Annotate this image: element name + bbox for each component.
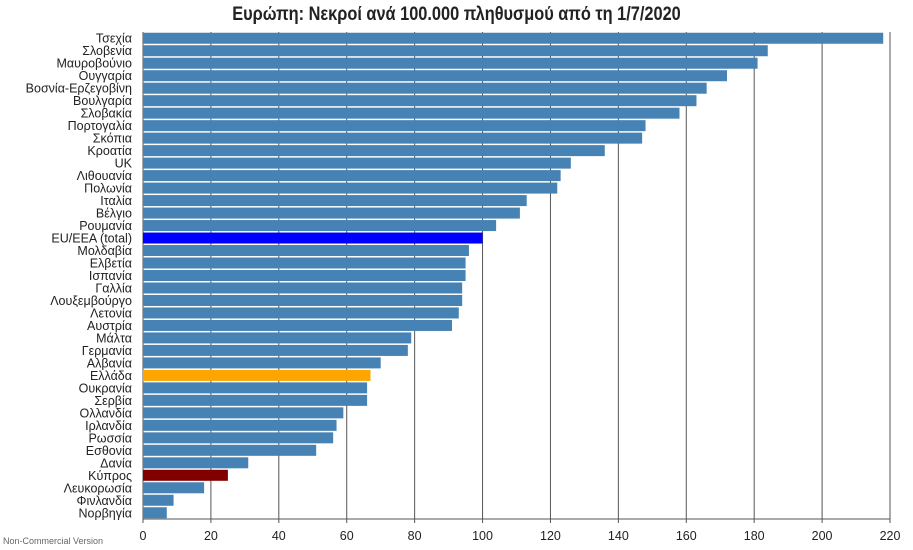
category-label: Δανία: [100, 456, 132, 470]
x-tick-label: 20: [204, 529, 218, 543]
chart-title: Ευρώπη: Νεκροί ανά 100.000 πληθυσμού από…: [232, 4, 681, 25]
category-label: Λετονία: [90, 306, 132, 320]
bar: [143, 207, 520, 219]
bar: [143, 70, 728, 82]
bar: [143, 332, 412, 344]
bar: [143, 45, 768, 57]
category-label: Αυστρία: [87, 319, 132, 333]
category-label: Κύπρος: [88, 469, 132, 483]
category-label: Κροατία: [87, 144, 132, 158]
bar: [143, 457, 249, 469]
bar: [143, 444, 317, 456]
category-label: Ουκρανία: [79, 381, 132, 395]
category-label: Μαυροβούνιο: [57, 57, 133, 71]
bar: [143, 95, 697, 107]
x-tick-label: 180: [744, 529, 765, 543]
bar: [143, 145, 605, 157]
category-label: Ρουμανία: [79, 219, 132, 233]
category-label: Ισπανία: [89, 269, 132, 283]
bar: [143, 107, 680, 119]
x-tick-label: 60: [340, 529, 354, 543]
bar: [143, 469, 228, 481]
bar: [143, 307, 459, 319]
category-label: Αλβανία: [87, 356, 132, 370]
category-label: Φινλανδία: [77, 494, 133, 508]
bar: [143, 82, 707, 94]
bar: [143, 419, 337, 431]
bar: [143, 232, 483, 244]
category-label: Λιθουανία: [77, 169, 132, 183]
category-label: Πορτογαλία: [68, 119, 132, 133]
x-axis: 0 20 40 60 80 100 120 140 160 180 200 220: [140, 518, 901, 543]
category-label: Σλοβακία: [81, 107, 132, 121]
bar: [143, 294, 463, 306]
x-tick-label: 80: [408, 529, 422, 543]
bar: [143, 344, 408, 356]
category-label: Ιρλανδία: [85, 419, 132, 433]
bar: [143, 170, 561, 182]
category-label: Ολλανδία: [80, 406, 132, 420]
category-label: Γερμανία: [82, 344, 132, 358]
category-label: Τσεχία: [96, 32, 132, 46]
category-label: Βοσνία-Ερζεγοβίνη: [26, 82, 132, 96]
bar: [143, 494, 174, 506]
bar: [143, 369, 371, 381]
bar: [143, 32, 884, 44]
bar: [143, 157, 571, 169]
category-label: Σκόπια: [93, 132, 132, 146]
x-tick-label: 100: [472, 529, 493, 543]
bar: [143, 245, 469, 257]
bars-layer: [143, 32, 884, 519]
x-tick-label: 40: [272, 529, 286, 543]
x-tick-label: 160: [676, 529, 697, 543]
bar: [143, 319, 452, 331]
category-label: Ιταλία: [100, 194, 132, 208]
x-tick-label: 120: [540, 529, 561, 543]
x-tick-label: 0: [140, 529, 147, 543]
category-label: Μάλτα: [96, 331, 132, 345]
x-tick-label: 220: [880, 529, 901, 543]
bar: [143, 220, 497, 232]
category-labels: ΤσεχίαΣλοβενίαΜαυροβούνιοΟυγγαρίαΒοσνία-…: [26, 32, 133, 521]
category-label: Ελλάδα: [90, 369, 132, 383]
footer-note: Non-Commercial Version: [3, 536, 104, 546]
bar: [143, 482, 205, 494]
category-label: EU/EEA (total): [51, 232, 132, 246]
bar: [143, 432, 334, 444]
bar: [143, 394, 368, 406]
bar: [143, 282, 463, 294]
category-label: Λουξεμβούργο: [50, 294, 132, 308]
bar: [143, 407, 344, 419]
category-label: Πολωνία: [84, 182, 132, 196]
bar: [143, 270, 466, 281]
bar: [143, 132, 643, 144]
bar: [143, 357, 381, 369]
category-label: Νορβηγία: [79, 506, 133, 520]
bar: [143, 507, 167, 519]
category-label: Σλοβενία: [82, 44, 132, 58]
category-label: Εσθονία: [86, 444, 132, 458]
category-label: Λευκορωσία: [64, 481, 132, 495]
bar: [143, 57, 758, 69]
bar: [143, 257, 466, 269]
category-label: Ρωσσία: [88, 431, 132, 445]
category-label: Βουλγαρία: [73, 94, 132, 108]
bar: [143, 195, 527, 207]
category-label: Ουγγαρία: [79, 69, 132, 83]
x-tick-label: 200: [812, 529, 833, 543]
category-label: Ελβετία: [90, 257, 132, 271]
category-label: Βέλγιο: [96, 207, 132, 221]
category-label: UK: [115, 157, 133, 171]
category-label: Γαλλία: [95, 281, 132, 295]
bar: [143, 120, 646, 132]
x-tick-label: 140: [608, 529, 629, 543]
category-label: Μολδαβία: [77, 244, 132, 258]
bar: [143, 182, 558, 194]
category-label: Σερβία: [94, 394, 132, 408]
bar: [143, 382, 368, 394]
